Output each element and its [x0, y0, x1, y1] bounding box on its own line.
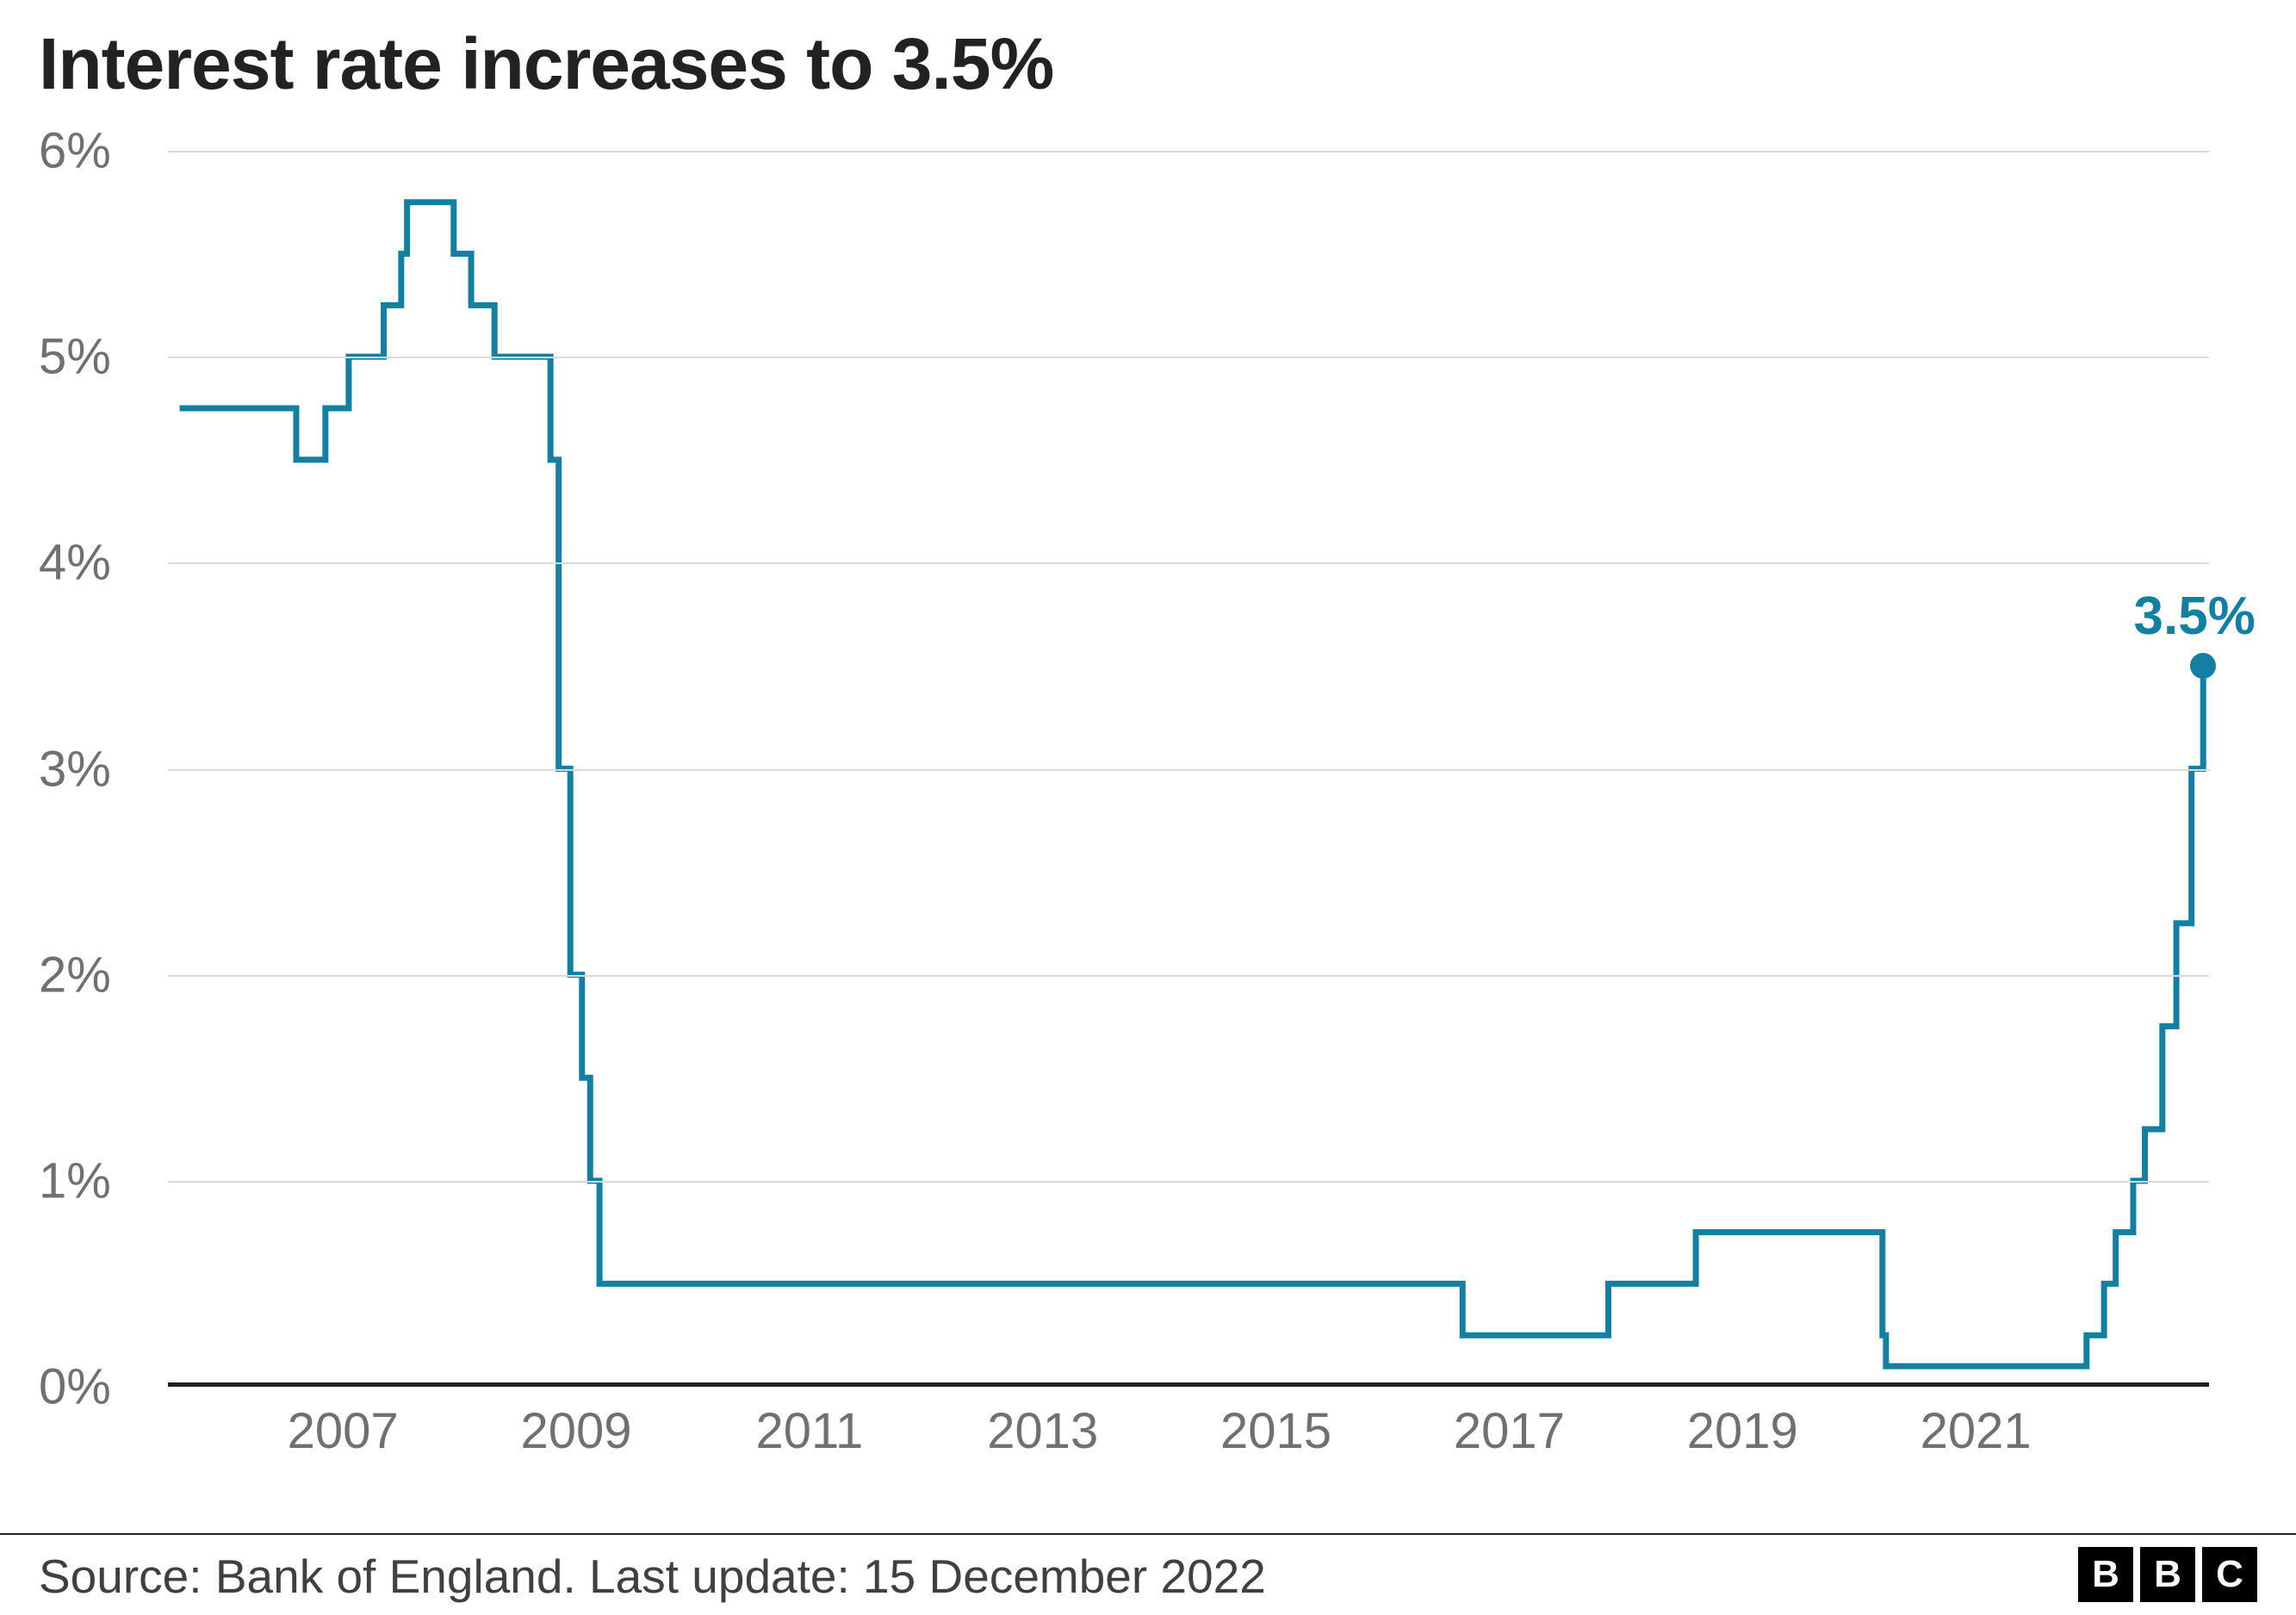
- source-text: Source: Bank of England. Last update: 15…: [39, 1549, 1266, 1604]
- y-tick-label: 1%: [39, 1152, 151, 1209]
- chart-title: Interest rate increases to 3.5%: [39, 22, 1053, 106]
- x-tick-label: 2007: [288, 1402, 399, 1460]
- bbc-logo: BBC: [2078, 1547, 2257, 1602]
- endpoint-label: 3.5%: [2134, 586, 2256, 647]
- y-tick-label: 0%: [39, 1358, 151, 1416]
- gridline: [168, 769, 2209, 771]
- y-tick-label: 6%: [39, 122, 151, 180]
- gridline: [168, 151, 2209, 152]
- y-tick-label: 4%: [39, 534, 151, 592]
- logo-letter: B: [2140, 1547, 2195, 1602]
- chart-footer: Source: Bank of England. Last update: 15…: [0, 1533, 2296, 1615]
- chart-area: 0%1%2%3%4%5%6% 3.5% 20072009201120132015…: [39, 134, 2243, 1473]
- endpoint-dot: [2190, 653, 2216, 679]
- x-tick-label: 2019: [1687, 1402, 1798, 1460]
- plot-area: 3.5%: [168, 151, 2209, 1387]
- chart-frame: Interest rate increases to 3.5% 0% 1% 2% 3%…: [0, 0, 2296, 1615]
- gridline: [168, 1181, 2209, 1183]
- gridline: [168, 357, 2209, 358]
- logo-letter: B: [2078, 1547, 2133, 1602]
- y-tick-label: 3%: [39, 740, 151, 798]
- x-tick-label: 2021: [1921, 1402, 2032, 1460]
- x-tick-label: 2011: [755, 1402, 863, 1460]
- gridline: [168, 975, 2209, 977]
- logo-letter: C: [2202, 1547, 2257, 1602]
- y-tick-label: 2%: [39, 946, 151, 1003]
- gridline: [168, 562, 2209, 564]
- x-tick-label: 2015: [1220, 1402, 1331, 1460]
- y-tick-label: 5%: [39, 328, 151, 386]
- x-tick-label: 2013: [987, 1402, 1098, 1460]
- x-tick-label: 2017: [1454, 1402, 1565, 1460]
- x-tick-label: 2009: [520, 1402, 631, 1460]
- rate-line: [180, 202, 2204, 1366]
